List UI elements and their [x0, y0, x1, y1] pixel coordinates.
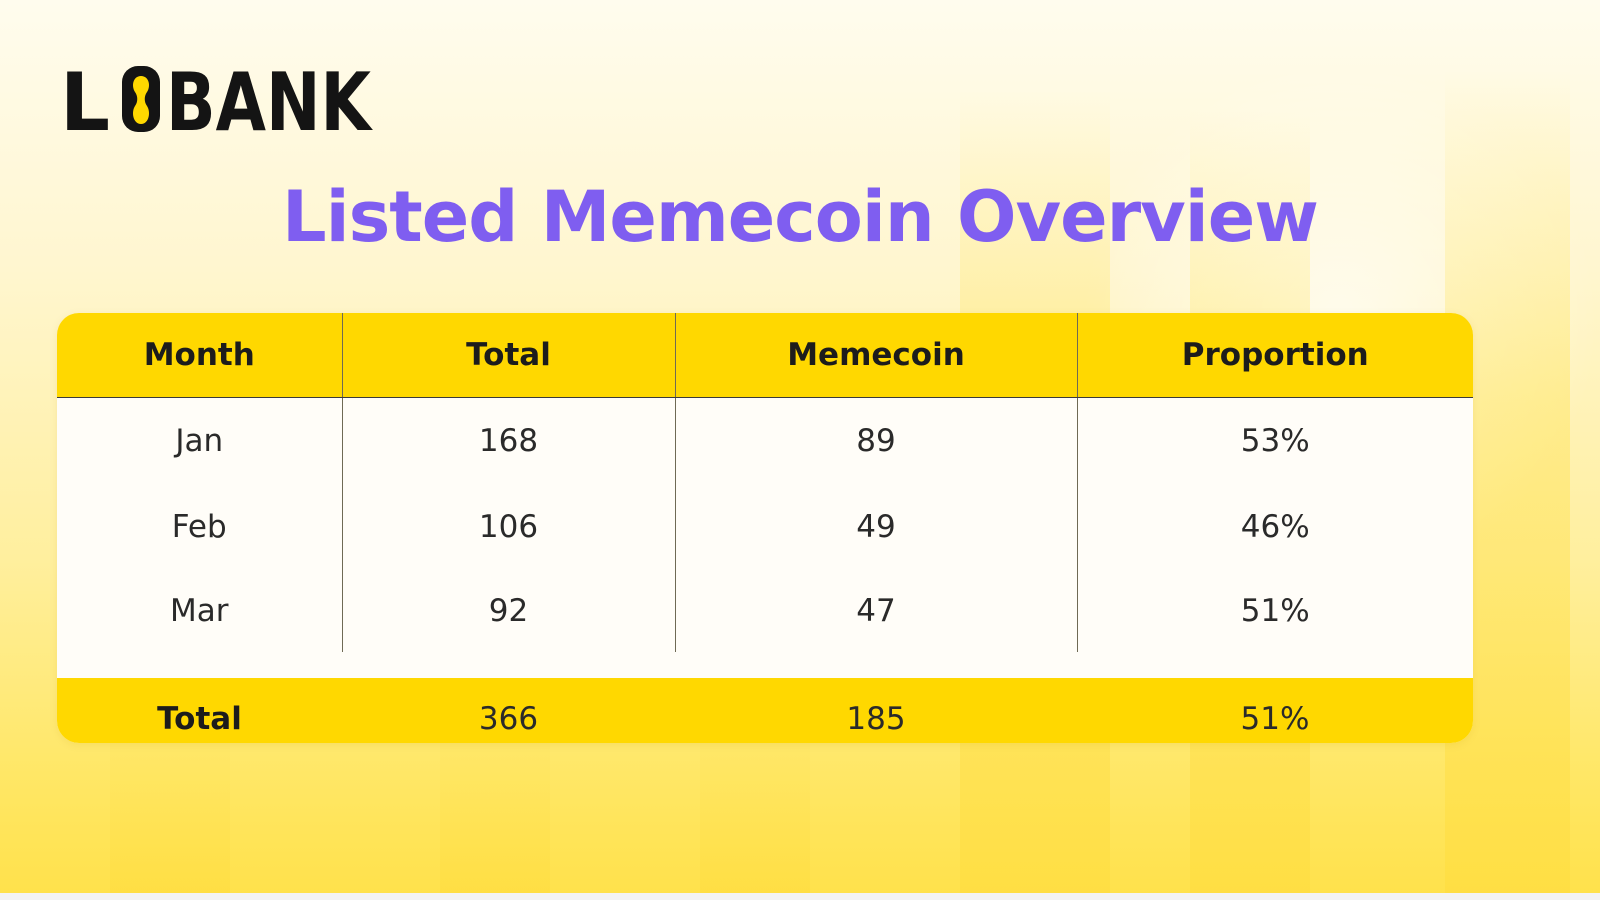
cell-total-label: Total — [57, 678, 342, 743]
memecoin-table: Month Total Memecoin Proportion Jan 168 … — [57, 313, 1473, 743]
column-header-total: Total — [341, 313, 675, 398]
table-row: Mar 92 47 51% — [57, 570, 1473, 652]
svg-text:L: L — [60, 62, 110, 138]
table-row: Feb 106 49 46% — [57, 484, 1473, 570]
column-header-memecoin: Memecoin — [674, 313, 1077, 398]
cell-total-sum: 366 — [342, 678, 675, 743]
column-header-month: Month — [57, 313, 342, 398]
cell-memecoin: 47 — [674, 570, 1077, 652]
table-header-row: Month Total Memecoin Proportion — [57, 313, 1473, 398]
cell-total: 106 — [341, 484, 675, 570]
lbank-logo: L BANK — [60, 62, 373, 138]
row-spacer — [57, 652, 1473, 678]
cell-month: Feb — [171, 509, 227, 545]
cell-total: 168 — [341, 397, 675, 484]
cell-memecoin: 49 — [674, 484, 1077, 570]
page-title: Listed Memecoin Overview — [282, 176, 1319, 258]
cell-proportion: 53% — [1076, 397, 1473, 484]
logo-wordmark-bank: BANK — [166, 62, 373, 138]
bottom-divider — [0, 893, 1600, 900]
cell-memecoin: 89 — [674, 397, 1077, 484]
cell-proportion: 51% — [1076, 570, 1473, 652]
cell-memecoin-sum: 185 — [675, 678, 1077, 743]
table-total-row: Total 366 185 51% — [57, 678, 1473, 743]
cell-total: 92 — [341, 570, 675, 652]
cell-month: Jan — [175, 423, 224, 459]
table-row: Jan 168 89 53% — [57, 397, 1473, 484]
column-header-proportion: Proportion — [1076, 313, 1473, 398]
cell-proportion: 46% — [1076, 484, 1473, 570]
cell-proportion-overall: 51% — [1077, 678, 1473, 743]
cell-month: Mar — [170, 593, 229, 629]
